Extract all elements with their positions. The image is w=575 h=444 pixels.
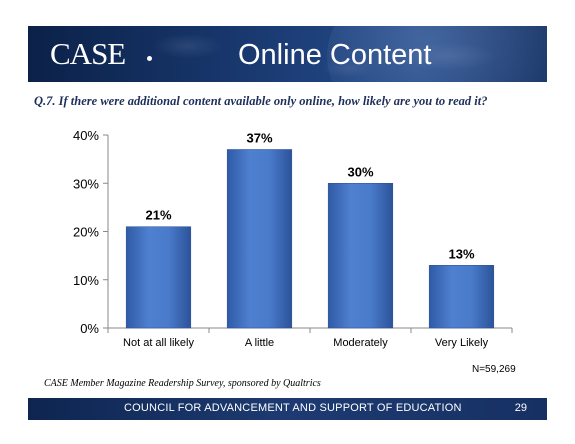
logo-dot xyxy=(147,56,152,61)
world-map-background xyxy=(28,26,547,82)
category-label: A little xyxy=(245,337,274,349)
data-label: 21% xyxy=(145,208,171,223)
category-label: Very Likely xyxy=(435,337,489,349)
title-banner: CASE Online Content xyxy=(28,26,547,82)
chart-labels: 21% Not at all likely 37% A little 30% Modera… xyxy=(123,130,489,349)
footer-organization: COUNCIL FOR ADVANCEMENT AND SUPPORT OF E… xyxy=(124,402,462,414)
page-number: 29 xyxy=(514,402,527,414)
sample-size-note: N=59,269 xyxy=(472,364,516,375)
bar xyxy=(327,183,394,329)
y-tick-label: 30% xyxy=(73,176,99,191)
source-note: CASE Member Magazine Readership Survey, … xyxy=(44,378,321,389)
bar xyxy=(125,226,192,329)
data-label: 30% xyxy=(347,164,373,179)
y-tick-label: 10% xyxy=(73,273,99,288)
globe-graphic xyxy=(327,26,547,82)
data-label: 13% xyxy=(448,246,474,261)
case-logo: CASE xyxy=(50,36,126,71)
bar xyxy=(428,265,495,329)
data-label: 37% xyxy=(246,130,272,145)
bar xyxy=(226,149,293,329)
footer-bar: COUNCIL FOR ADVANCEMENT AND SUPPORT OF E… xyxy=(28,398,547,420)
chart-bars xyxy=(125,149,495,329)
y-tick-label: 20% xyxy=(73,225,99,240)
slide-title: Online Content xyxy=(238,39,432,71)
y-tick-label: 40% xyxy=(73,128,99,143)
category-label: Not at all likely xyxy=(123,337,194,349)
category-label: Moderately xyxy=(333,337,388,349)
y-tick-label: 0% xyxy=(80,321,99,336)
survey-question: Q.7. If there were additional content av… xyxy=(34,94,488,108)
